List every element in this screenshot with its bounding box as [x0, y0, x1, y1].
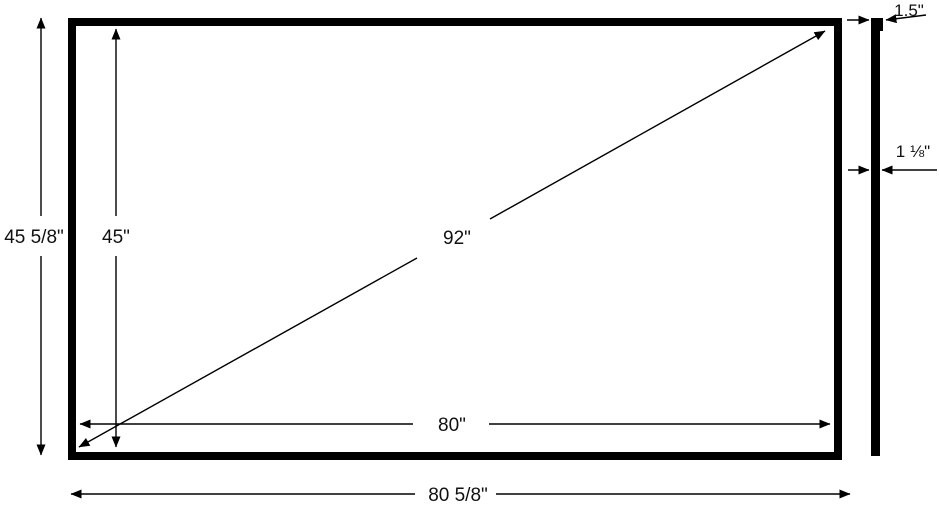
viewing-width-label: 80" [438, 415, 466, 436]
diagonal-dimension: 92" [78, 30, 826, 448]
outer-height-dimension: 45 5/8" [4, 17, 64, 456]
viewing-height-dimension: 45" [102, 28, 130, 448]
outer-width-label: 80 5/8" [428, 485, 488, 505]
viewing-width-dimension: 80" [79, 415, 831, 436]
screen-frame-side-view [871, 18, 883, 456]
outer-width-dimension: 80 5/8" [70, 485, 851, 505]
diagonal-arrow-upper-right [489, 30, 826, 220]
outer-height-label: 45 5/8" [4, 227, 64, 248]
top-thickness-dimension: 1.5" [847, 1, 927, 25]
side-view-bar [871, 18, 880, 456]
side-view-top-cap [871, 18, 883, 31]
viewing-height-label: 45" [102, 227, 130, 248]
top-thickness-label: 1.5" [894, 1, 924, 20]
bezel-thickness-dimension: 1 ⅛" [848, 142, 937, 175]
diagonal-label: 92" [443, 228, 471, 249]
bezel-thickness-label: 1 ⅛" [896, 142, 930, 161]
diagonal-arrow-lower-left [78, 257, 418, 448]
top-thickness-arrow-left [885, 14, 927, 24]
screen-frame-front-view [68, 18, 842, 460]
